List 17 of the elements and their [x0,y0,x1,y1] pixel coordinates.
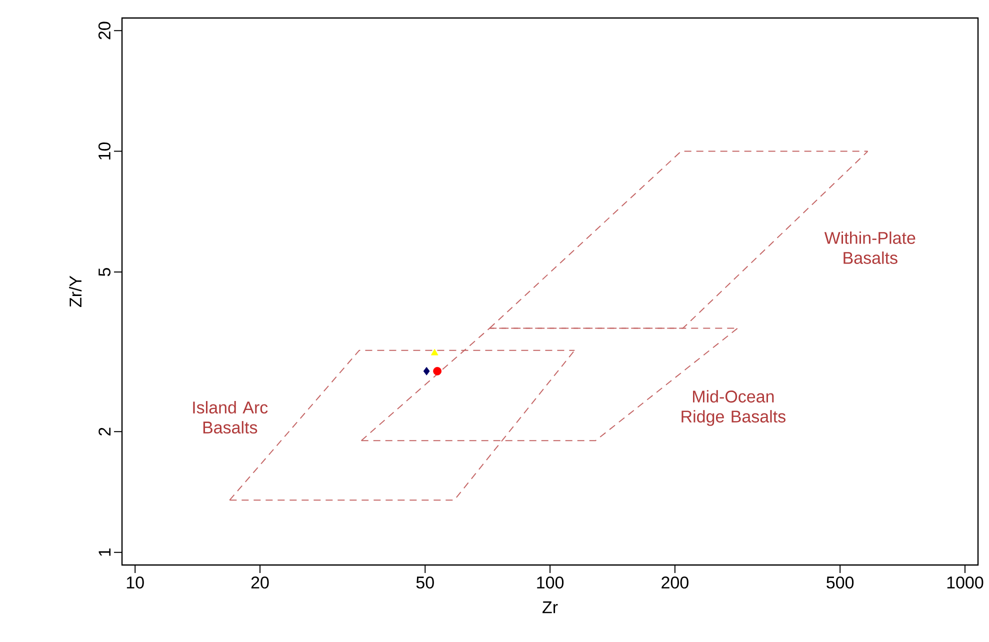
annotation: Within-Plate Basalts [824,231,916,264]
x-tick-label: 20 [251,576,269,589]
y-axis-title: Zr/Y [69,276,82,308]
x-axis-title: Zr [542,601,558,614]
y-tick-label: 5 [98,268,110,276]
annotation: Mid-Ocean Ridge Basalts [682,390,786,426]
x-tick-label: 50 [416,576,434,589]
x-tick-label: 10 [126,576,144,589]
x-tick-label: 500 [826,576,854,589]
annotation: Island Arc Basalts [193,401,268,434]
y-tick-label: 1 [98,548,110,556]
y-tick-label: 20 [98,22,110,40]
x-tick-label: 1000 [947,576,984,589]
x-tick-label: 200 [662,576,688,589]
y-tick-label: 2 [98,428,110,436]
x-tick-label: 100 [537,576,564,589]
y-tick-label: 10 [98,142,110,160]
